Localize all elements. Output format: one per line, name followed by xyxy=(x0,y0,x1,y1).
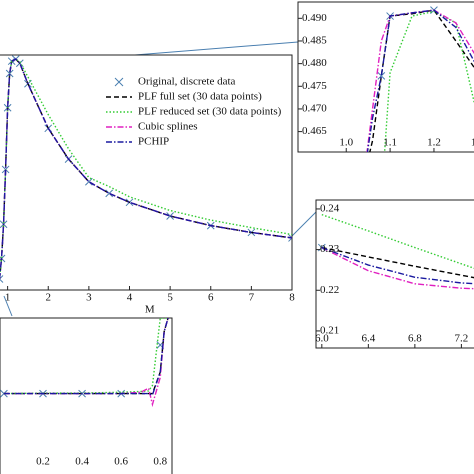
y-tick-label: 0.490 xyxy=(302,12,327,24)
x-tick-label: 5 xyxy=(167,292,173,304)
series-line xyxy=(321,213,474,269)
series-line xyxy=(321,246,474,285)
zoom-arrow xyxy=(3,295,13,317)
legend-label: PLF reduced set (30 data points) xyxy=(138,106,282,118)
plot-area xyxy=(0,55,292,283)
y-tick-label: 0.475 xyxy=(302,80,327,92)
zoom-arrow xyxy=(291,211,317,237)
legend-label: Original, discrete data xyxy=(138,76,236,88)
data-marker xyxy=(105,189,114,198)
y-tick-label: 0.23 xyxy=(320,243,340,255)
y-tick-label: 0.480 xyxy=(302,57,327,69)
y-tick-label: 0.465 xyxy=(302,125,327,137)
legend-label: PLF full set (30 data points) xyxy=(138,91,262,103)
x-tick-label: 6 xyxy=(208,292,214,304)
plot-frame xyxy=(315,199,474,349)
x-tick-label: 0.4 xyxy=(75,456,89,468)
x-tick-label: 6.8 xyxy=(408,333,422,345)
x-tick-label: 1.0 xyxy=(339,137,353,149)
x-tick-label: 0.6 xyxy=(114,456,128,468)
plot-frame xyxy=(0,317,173,474)
x-tick-label: 8 xyxy=(289,292,295,304)
series-line xyxy=(3,318,169,395)
legend-label: Cubic splines xyxy=(138,121,198,133)
x-tick-label: 4 xyxy=(127,292,133,304)
series-line xyxy=(0,58,292,280)
series-line xyxy=(369,9,474,152)
x-tick-label: 0.2 xyxy=(36,456,50,468)
x-tick-label: 1.3 xyxy=(471,137,474,149)
y-tick-label: 0.22 xyxy=(320,284,339,296)
x-tick-label: 6.0 xyxy=(315,333,329,345)
plot-area xyxy=(366,6,474,152)
plot-frame xyxy=(0,54,293,291)
x-tick-label: 7.2 xyxy=(455,333,469,345)
data-marker xyxy=(377,72,386,80)
x-tick-label: 0.8 xyxy=(153,456,167,468)
data-marker xyxy=(288,234,292,242)
series-line xyxy=(383,10,474,152)
y-tick-label: 0.470 xyxy=(302,102,327,114)
legend-marker xyxy=(114,77,124,87)
series-line xyxy=(0,58,292,280)
x-tick-label: 7 xyxy=(249,292,255,304)
data-marker xyxy=(0,275,4,283)
y-tick-label: 0.24 xyxy=(320,202,340,214)
plot-area xyxy=(0,318,169,408)
x-tick-label: 1.2 xyxy=(427,137,441,149)
x-tick-label: 1 xyxy=(5,292,11,304)
data-marker xyxy=(5,69,14,78)
y-tick-label: 0.21 xyxy=(320,324,339,336)
legend-label: PCHIP xyxy=(138,136,169,148)
data-marker xyxy=(0,389,8,398)
x-tick-label: 3 xyxy=(86,292,92,304)
series-line xyxy=(3,318,169,396)
y-tick-label: 0.485 xyxy=(302,35,327,47)
x-axis-label: M xyxy=(145,304,155,316)
series-line xyxy=(321,246,474,290)
series-line xyxy=(366,9,474,152)
x-tick-label: 2 xyxy=(46,292,52,304)
data-marker xyxy=(166,212,174,220)
x-tick-label: 6.4 xyxy=(361,333,375,345)
x-tick-label: 1.1 xyxy=(383,137,397,149)
